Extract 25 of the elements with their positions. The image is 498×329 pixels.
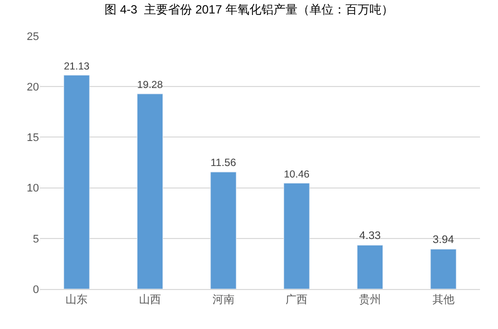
x-tick-label: 广西 [286, 293, 308, 306]
x-tick-label: 山西 [139, 293, 161, 306]
y-tick-label: 0 [32, 284, 39, 296]
y-tick-label: 15 [26, 132, 39, 144]
data-label: 21.13 [64, 61, 90, 72]
data-label: 4.33 [359, 230, 381, 242]
y-tick-label: 5 [32, 233, 39, 246]
data-label: 3.94 [432, 234, 454, 246]
data-label: 10.46 [284, 169, 310, 180]
bar [210, 172, 236, 289]
y-tick-label: 25 [26, 30, 39, 43]
bar [430, 248, 456, 289]
data-label: 19.28 [137, 80, 164, 92]
bar [356, 244, 384, 289]
bar [284, 182, 310, 289]
x-tick-label: 贵州 [359, 293, 381, 306]
chart-title: 图 4-3 主要省份 2017 年氧化铝产量（单位：百万吨） [104, 2, 394, 16]
x-tick-label: 其他 [432, 293, 454, 306]
data-label: 11.56 [210, 157, 236, 170]
y-tick-label: 10 [26, 182, 39, 195]
bar [136, 94, 164, 289]
bar [64, 74, 90, 289]
x-tick-label: 山东 [66, 293, 88, 306]
y-tick-label: 20 [26, 81, 39, 94]
x-tick-label: 河南 [212, 293, 234, 306]
